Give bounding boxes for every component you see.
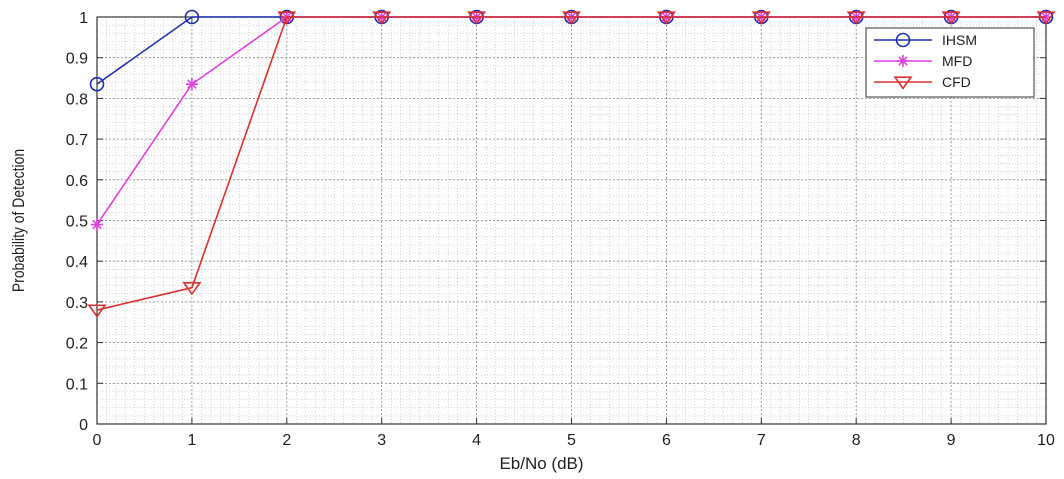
data-point-cfd: [467, 11, 487, 25]
x-axis-label: Eb/No (dB): [499, 454, 583, 473]
y-tick-label: 0.8: [66, 91, 88, 108]
x-tick-label: 3: [377, 432, 386, 449]
legend-item-ihsm: IHSM: [874, 32, 977, 48]
y-tick-label: 0.4: [66, 254, 88, 271]
data-point-cfd: [182, 282, 202, 296]
x-tick-label: 7: [757, 432, 766, 449]
legend-label: CFD: [942, 74, 971, 90]
series-cfd: [87, 11, 1056, 318]
x-tick-label: 10: [1037, 432, 1055, 449]
data-point-mfd: [91, 218, 103, 231]
legend-item-mfd: MFD: [874, 53, 972, 69]
y-tick-label: 0.7: [66, 132, 88, 149]
data-point-cfd: [561, 11, 582, 25]
data-point-cfd: [846, 11, 866, 25]
series-line-cfd: [96, 16, 1046, 311]
x-tick-label: 1: [187, 432, 196, 449]
y-tick-label: 0: [79, 417, 88, 434]
y-tick-label: 0.2: [66, 336, 88, 353]
data-point-cfd: [1036, 11, 1056, 25]
y-tick-label: 1: [79, 10, 88, 27]
data-point-mfd: [185, 78, 198, 91]
legend-marker: [895, 32, 911, 48]
data-point-cfd: [372, 11, 392, 25]
legend-label: MFD: [942, 53, 972, 69]
x-tick-label: 2: [282, 432, 291, 449]
legend-marker: [897, 55, 909, 67]
data-point-cfd: [941, 11, 961, 25]
data-point-ihsm: [184, 9, 200, 25]
y-tick-label: 0.1: [66, 376, 88, 393]
y-tick-label: 0.5: [66, 214, 88, 231]
y-tick-label: 0.3: [66, 295, 88, 312]
legend-box: [865, 27, 1035, 98]
legend: IHSM MFD CFD: [865, 27, 1035, 98]
x-tick-label: 5: [567, 432, 576, 449]
y-tick-label: 0.6: [66, 173, 88, 190]
data-series: [87, 9, 1056, 318]
data-point-cfd: [277, 11, 297, 25]
x-tick-label: 9: [947, 432, 956, 449]
y-axis-label: Probability of Detection: [10, 149, 29, 292]
legend-item-cfd: CFD: [874, 74, 971, 90]
axes: 0 1 2 3 4 5 6 7 8 9 10 0 0.1 0.2 0.3 0.4 0.5 0.6 0.7 0.8 0.9…: [10, 10, 1055, 473]
x-tick-label: 6: [662, 432, 671, 449]
y-tick-label: 0.9: [66, 51, 88, 68]
x-tick-label: 8: [852, 432, 861, 449]
grid-lines: [96, 16, 1047, 425]
data-point-cfd: [87, 304, 107, 318]
legend-marker: [893, 76, 913, 90]
data-point-cfd: [656, 11, 676, 25]
data-point-ihsm: [89, 76, 105, 92]
x-tick-label: 4: [472, 432, 481, 449]
data-point-cfd: [751, 11, 771, 25]
x-tick-label: 0: [93, 432, 102, 449]
legend-label: IHSM: [942, 32, 977, 48]
